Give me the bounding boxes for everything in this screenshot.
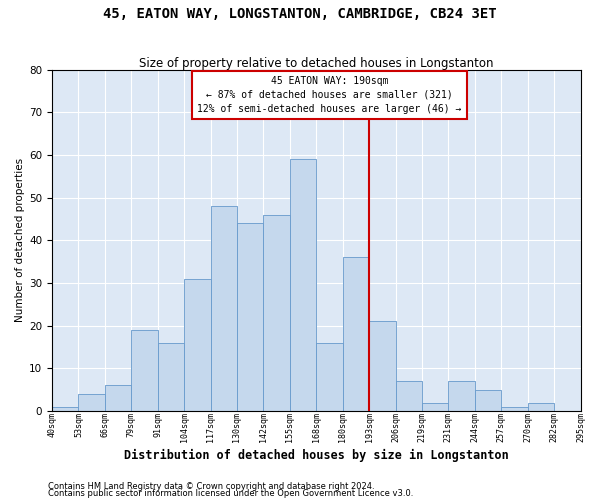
Bar	[131, 330, 158, 411]
Bar	[290, 159, 316, 411]
Bar	[105, 386, 131, 411]
Bar	[501, 407, 527, 411]
Bar	[263, 214, 290, 411]
Bar	[343, 258, 369, 411]
Bar	[369, 322, 395, 411]
Text: Contains public sector information licensed under the Open Government Licence v3: Contains public sector information licen…	[48, 489, 413, 498]
Bar	[448, 381, 475, 411]
Text: 45 EATON WAY: 190sqm
← 87% of detached houses are smaller (321)
12% of semi-deta: 45 EATON WAY: 190sqm ← 87% of detached h…	[197, 76, 461, 114]
X-axis label: Distribution of detached houses by size in Longstanton: Distribution of detached houses by size …	[124, 450, 509, 462]
Bar	[158, 343, 184, 411]
Bar	[395, 381, 422, 411]
Bar	[184, 278, 211, 411]
Bar	[475, 390, 501, 411]
Bar	[422, 402, 448, 411]
Bar	[211, 206, 237, 411]
Y-axis label: Number of detached properties: Number of detached properties	[15, 158, 25, 322]
Bar	[237, 223, 263, 411]
Bar	[316, 343, 343, 411]
Bar	[52, 407, 79, 411]
Text: 45, EATON WAY, LONGSTANTON, CAMBRIDGE, CB24 3ET: 45, EATON WAY, LONGSTANTON, CAMBRIDGE, C…	[103, 8, 497, 22]
Title: Size of property relative to detached houses in Longstanton: Size of property relative to detached ho…	[139, 56, 494, 70]
Bar	[527, 402, 554, 411]
Bar	[79, 394, 105, 411]
Text: Contains HM Land Registry data © Crown copyright and database right 2024.: Contains HM Land Registry data © Crown c…	[48, 482, 374, 491]
